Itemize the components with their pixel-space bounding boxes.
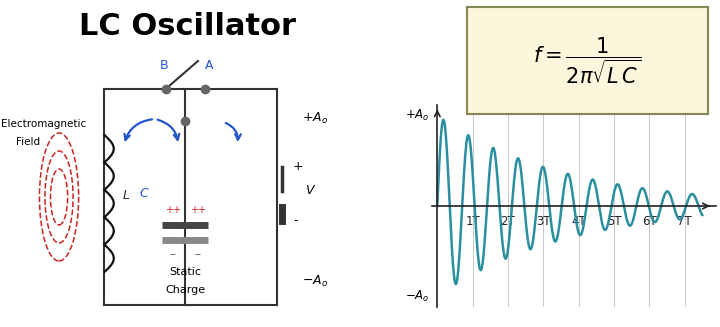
Text: $+A_o$: $+A_o$ <box>405 108 430 123</box>
Text: C: C <box>140 187 148 200</box>
Text: $-A_o$: $-A_o$ <box>405 289 430 304</box>
Text: A: A <box>204 59 213 72</box>
Text: --: -- <box>194 249 201 259</box>
Text: L: L <box>122 189 130 202</box>
Text: $-A_o$: $-A_o$ <box>302 274 328 289</box>
Text: --: -- <box>170 249 176 259</box>
Text: LC Oscillator: LC Oscillator <box>78 12 296 41</box>
Text: $f = \dfrac{1}{2\pi\sqrt{L\,C}}$: $f = \dfrac{1}{2\pi\sqrt{L\,C}}$ <box>533 35 642 86</box>
Text: Field: Field <box>16 137 40 147</box>
Text: Static: Static <box>169 267 202 277</box>
Text: -: - <box>293 215 297 228</box>
Text: ++: ++ <box>189 205 206 215</box>
Text: +: + <box>293 160 304 173</box>
Text: $+A_o$: $+A_o$ <box>302 111 328 126</box>
Text: Electromagnetic: Electromagnetic <box>1 119 86 129</box>
Text: V: V <box>305 184 313 197</box>
Text: Charge: Charge <box>166 285 205 295</box>
Text: B: B <box>160 59 168 72</box>
Text: ++: ++ <box>165 205 181 215</box>
